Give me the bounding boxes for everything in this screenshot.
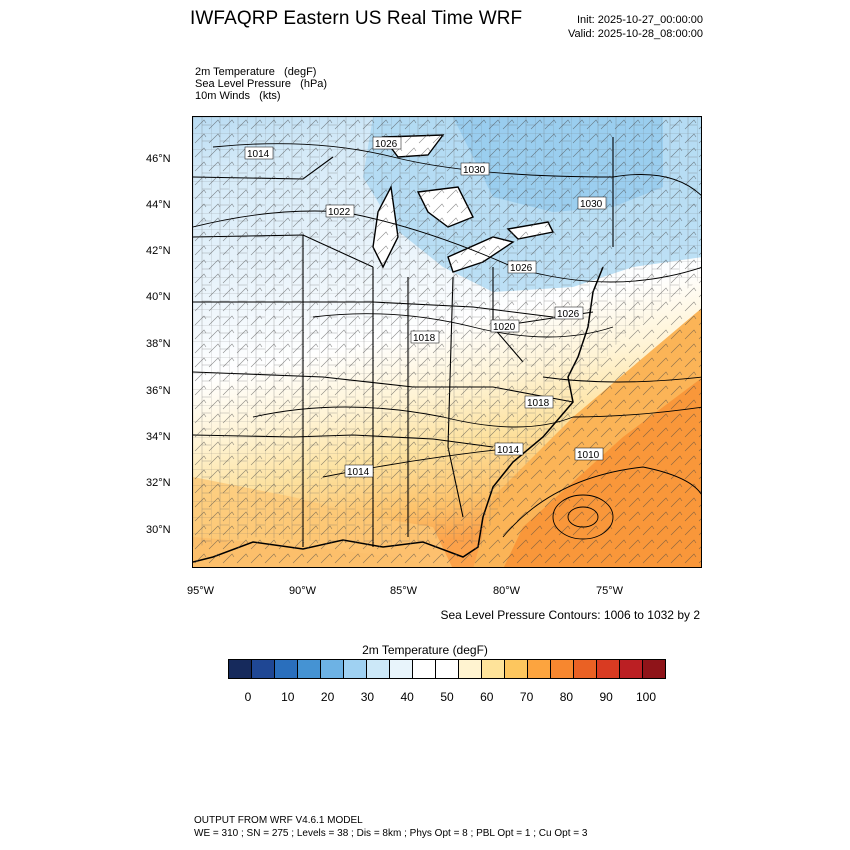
lat-label: 32°N [146, 477, 171, 489]
pressure-label: 1014 [247, 149, 270, 160]
pressure-contours [193, 143, 701, 540]
pressure-label: 1010 [577, 450, 600, 461]
colorbar-cell [459, 660, 482, 678]
pressure-label: 1020 [493, 322, 516, 333]
lat-label: 38°N [146, 338, 171, 350]
colorbar-cell [298, 660, 321, 678]
colorbar-cell [275, 660, 298, 678]
lon-label: 85°W [390, 585, 418, 597]
colorbar-cell [413, 660, 436, 678]
plot-title: IWFAQRP Eastern US Real Time WRF [190, 8, 523, 29]
colorbar-tick-label: 10 [281, 690, 295, 704]
pressure-label: 1014 [347, 467, 370, 478]
lon-label: 80°W [493, 585, 521, 597]
pressure-label: 1026 [510, 263, 533, 274]
colorbar-title: 2m Temperature (degF) [362, 643, 488, 657]
pressure-label: 1026 [375, 139, 398, 150]
colorbar-tick-label: 20 [320, 690, 335, 704]
colorbar-tick-label: 80 [559, 690, 574, 704]
colorbar-tick-label: 60 [480, 690, 494, 704]
pressure-label: 1018 [413, 333, 436, 344]
colorbar-cell [344, 660, 367, 678]
pressure-label: 1030 [580, 199, 603, 210]
wind-barbs [193, 117, 701, 567]
colorbar-tick-label: 30 [360, 690, 375, 704]
pressure-label: 1026 [557, 309, 580, 320]
colorbar-cell [643, 660, 665, 678]
lat-label: 40°N [146, 291, 171, 303]
colorbar-tick-label: 40 [400, 690, 414, 704]
footer-config: WE = 310 ; SN = 275 ; Levels = 38 ; Dis … [194, 828, 588, 839]
colorbar-tick-label: 70 [519, 690, 534, 704]
pressure-label: 1018 [527, 398, 550, 409]
lat-label: 46°N [146, 153, 171, 165]
time-info: Init: 2025-10-27_00:00:00 Valid: 2025-10… [568, 13, 703, 41]
pressure-label: 1022 [328, 207, 351, 218]
field-label-winds: 10m Winds (kts) [195, 90, 281, 102]
colorbar-cell [390, 660, 413, 678]
valid-time: Valid: 2025-10-28_08:00:00 [568, 28, 703, 40]
colorbar-cell [436, 660, 459, 678]
field-label-pressure: Sea Level Pressure (hPa) [195, 78, 328, 90]
pressure-label: 1030 [463, 165, 486, 176]
colorbar-cell [367, 660, 390, 678]
colorbar-cell [574, 660, 597, 678]
footer-model: OUTPUT FROM WRF V4.6.1 MODEL [194, 815, 363, 826]
lat-label: 34°N [146, 431, 171, 443]
lon-label: 75°W [596, 585, 624, 597]
colorbar-cell [482, 660, 505, 678]
colorbar-cell [505, 660, 528, 678]
colorbar-cell [321, 660, 344, 678]
lat-label: 44°N [146, 199, 171, 211]
lon-label: 90°W [289, 585, 317, 597]
pressure-labels: 1014 1026 1030 1022 1030 1026 1026 1020 … [244, 136, 607, 478]
colorbar-cell [528, 660, 551, 678]
lon-label: 95°W [187, 585, 215, 597]
colorbar-cell [252, 660, 275, 678]
colorbar-tick-label: 0 [244, 690, 252, 704]
colorbar-tick-label: 50 [440, 690, 454, 704]
map-svg: 1014 1026 1030 1022 1030 1026 1026 1020 … [193, 117, 701, 567]
contour-note: Sea Level Pressure Contours: 1006 to 103… [440, 608, 701, 622]
colorbar-cell [620, 660, 643, 678]
colorbar-cell [597, 660, 620, 678]
colorbar-cell [551, 660, 574, 678]
colorbar-tick-label: 90 [599, 690, 613, 704]
pressure-label: 1014 [497, 445, 520, 456]
lat-label: 42°N [146, 245, 171, 257]
colorbar [228, 659, 666, 679]
lat-label: 36°N [146, 385, 171, 397]
colorbar-cell [229, 660, 252, 678]
init-time: Init: 2025-10-27_00:00:00 [577, 14, 703, 26]
colorbar-tick-label: 100 [635, 690, 657, 704]
weather-map: 1014 1026 1030 1022 1030 1026 1026 1020 … [192, 116, 702, 568]
lat-label: 30°N [146, 524, 171, 536]
field-label-temperature: 2m Temperature (degF) [195, 66, 317, 78]
